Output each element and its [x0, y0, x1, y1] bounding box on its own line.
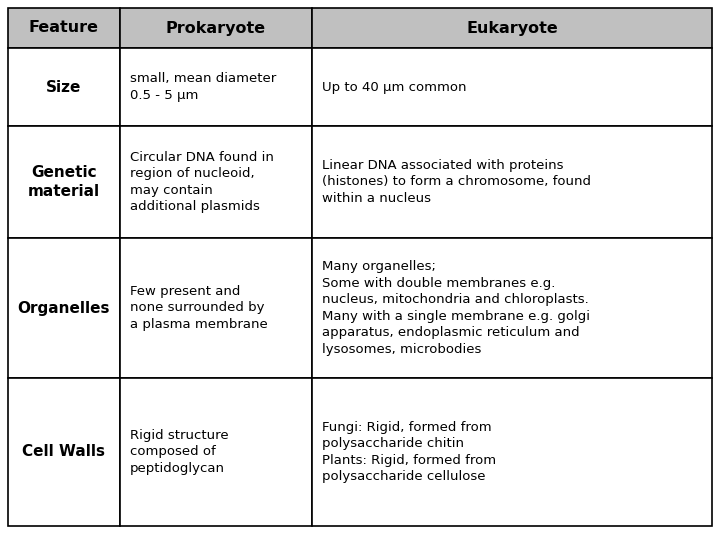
Text: Circular DNA found in
region of nucleoid,
may contain
additional plasmids: Circular DNA found in region of nucleoid…: [130, 151, 274, 213]
Text: Feature: Feature: [29, 21, 99, 36]
Bar: [120, 238, 312, 378]
Text: Cell Walls: Cell Walls: [22, 444, 106, 460]
Text: Fungi: Rigid, formed from
polysaccharide chitin
Plants: Rigid, formed from
polys: Fungi: Rigid, formed from polysaccharide…: [322, 421, 496, 483]
Bar: [312, 238, 712, 378]
Bar: [120, 126, 312, 238]
Text: Prokaryote: Prokaryote: [166, 21, 266, 36]
Bar: [120, 378, 312, 526]
Bar: [8, 48, 120, 126]
Text: Few present and
none surrounded by
a plasma membrane: Few present and none surrounded by a pla…: [130, 285, 268, 331]
Bar: [8, 238, 120, 378]
Bar: [312, 48, 712, 126]
Text: Many organelles;
Some with double membranes e.g.
nucleus, mitochondria and chlor: Many organelles; Some with double membra…: [322, 260, 590, 356]
Text: Up to 40 μm common: Up to 40 μm common: [322, 80, 467, 93]
Text: Size: Size: [46, 79, 81, 94]
Bar: [312, 8, 712, 48]
Text: Linear DNA associated with proteins
(histones) to form a chromosome, found
withi: Linear DNA associated with proteins (his…: [322, 159, 591, 205]
Bar: [312, 126, 712, 238]
Bar: [120, 8, 312, 48]
Text: Eukaryote: Eukaryote: [466, 21, 558, 36]
Bar: [120, 48, 312, 126]
Text: small, mean diameter
0.5 - 5 μm: small, mean diameter 0.5 - 5 μm: [130, 72, 276, 102]
Text: Genetic
material: Genetic material: [28, 165, 100, 199]
Text: Organelles: Organelles: [18, 300, 110, 315]
Bar: [8, 8, 120, 48]
Bar: [8, 126, 120, 238]
Bar: [312, 378, 712, 526]
Text: Rigid structure
composed of
peptidoglycan: Rigid structure composed of peptidoglyca…: [130, 429, 229, 475]
Bar: [8, 378, 120, 526]
